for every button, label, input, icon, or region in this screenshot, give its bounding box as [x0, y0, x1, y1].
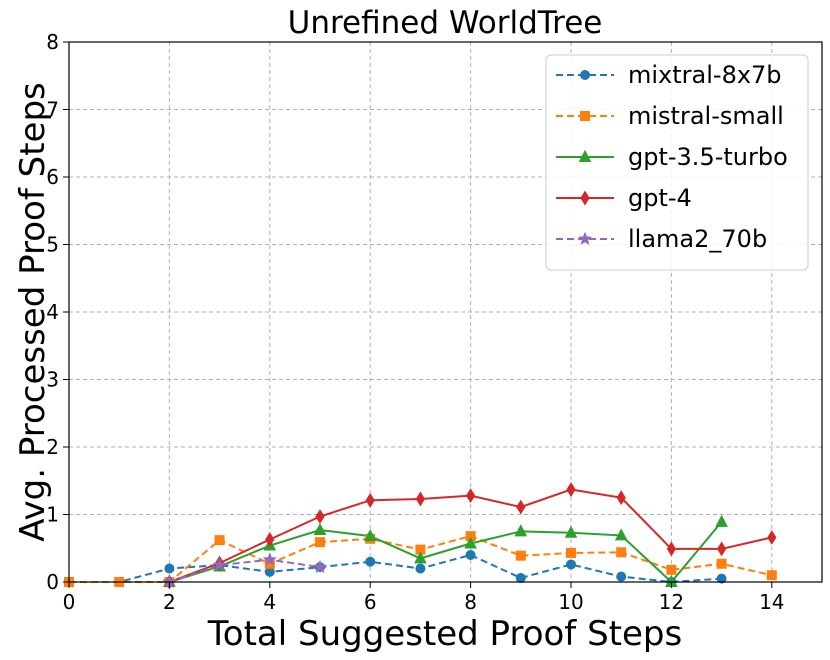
data-point-mixtral-8x7b	[515, 572, 526, 583]
data-point-gpt-3.5-turbo	[564, 525, 578, 538]
data-point-mixtral-8x7b	[716, 573, 727, 584]
data-point-gpt-4	[717, 541, 727, 557]
legend-label-mixtral-8x7b: mixtral-8x7b	[628, 61, 782, 89]
data-point-mistral-small	[566, 547, 576, 558]
data-point-mistral-small	[315, 537, 325, 548]
legend: mixtral-8x7b mistral-small gpt-3.5-turbo gp…	[545, 54, 809, 271]
data-point-mistral-small	[666, 564, 677, 575]
data-point-gpt-4	[315, 509, 325, 524]
legend-marker-gpt-4	[580, 190, 590, 206]
data-point-mixtral-8x7b	[365, 556, 376, 567]
data-point-gpt-4	[566, 482, 576, 497]
y-tick-label: 8	[46, 30, 59, 54]
data-point-mistral-small	[766, 570, 777, 581]
data-point-gpt-3.5-turbo	[614, 528, 628, 541]
y-tick-label: 0	[46, 570, 59, 594]
y-tick-label: 7	[46, 98, 59, 122]
x-tick-label: 14	[759, 590, 784, 614]
x-tick-label: 10	[558, 590, 583, 614]
data-point-gpt-4	[466, 488, 476, 504]
x-tick-label: 6	[364, 590, 377, 614]
data-point-llama2_70b	[262, 552, 277, 566]
x-axis-title: Total Suggested Proof Steps	[207, 614, 682, 654]
data-point-mistral-small	[515, 550, 526, 561]
legend-label-gpt-3.5-turbo: gpt-3.5-turbo	[628, 143, 788, 171]
data-point-mixtral-8x7b	[566, 559, 576, 570]
y-tick-label: 5	[46, 233, 59, 257]
y-tick-label: 1	[46, 503, 59, 527]
data-point-gpt-3.5-turbo	[363, 529, 377, 542]
legend-label-llama2_70b: llama2_70b	[628, 225, 767, 253]
series-line-llama2_70b	[169, 558, 321, 583]
data-point-mistral-small	[214, 535, 225, 546]
y-axis-title: Avg. Processed Proof Steps	[13, 82, 53, 542]
series-line-gpt-3.5-turbo	[169, 521, 723, 584]
data-point-mixtral-8x7b	[616, 571, 627, 582]
legend-label-gpt-4: gpt-4	[628, 184, 692, 212]
legend-marker-gpt-3.5-turbo	[578, 149, 592, 162]
data-point-llama2_70b	[312, 559, 328, 574]
data-point-mixtral-8x7b	[415, 563, 426, 574]
series-line-mixtral-8x7b	[69, 553, 722, 584]
chart-title: Unrefined WorldTree	[288, 5, 603, 41]
data-point-gpt-3.5-turbo	[514, 524, 528, 537]
y-tick-label: 6	[46, 165, 59, 189]
data-point-gpt-4	[365, 492, 375, 508]
data-point-mistral-small	[716, 558, 727, 569]
data-point-llama2_70b	[212, 557, 227, 572]
data-point-mixtral-8x7b	[465, 550, 476, 560]
data-point-mixtral-8x7b	[164, 563, 175, 574]
x-tick-label: 2	[163, 590, 176, 614]
data-point-gpt-3.5-turbo	[715, 514, 728, 527]
data-point-mistral-small	[616, 547, 627, 558]
x-tick-label: 8	[464, 590, 477, 614]
x-tick-label: 12	[659, 590, 684, 614]
axes	[63, 41, 823, 588]
x-tick-label: 4	[263, 590, 276, 614]
data-point-gpt-4	[666, 541, 676, 557]
data-point-gpt-3.5-turbo	[313, 522, 327, 536]
data-point-gpt-4	[265, 532, 275, 547]
legend-box	[545, 54, 809, 271]
x-tick-label: 0	[63, 590, 76, 614]
data-point-gpt-4	[616, 490, 626, 506]
data-point-gpt-3.5-turbo	[414, 551, 427, 564]
y-tick-label: 4	[46, 300, 59, 324]
legend-marker-llama2_70b	[577, 231, 593, 245]
legend-marker-mixtral-8x7b	[580, 70, 590, 80]
legend-label-mistral-small: mistral-small	[628, 102, 784, 130]
data-point-gpt-4	[767, 529, 777, 545]
y-tick-label: 2	[46, 435, 59, 459]
legend-marker-mistral-small	[580, 111, 590, 121]
data-point-gpt-4	[415, 491, 425, 507]
data-point-gpt-4	[516, 499, 526, 515]
y-tick-label: 3	[46, 368, 59, 392]
data-point-gpt-3.5-turbo	[464, 536, 477, 549]
